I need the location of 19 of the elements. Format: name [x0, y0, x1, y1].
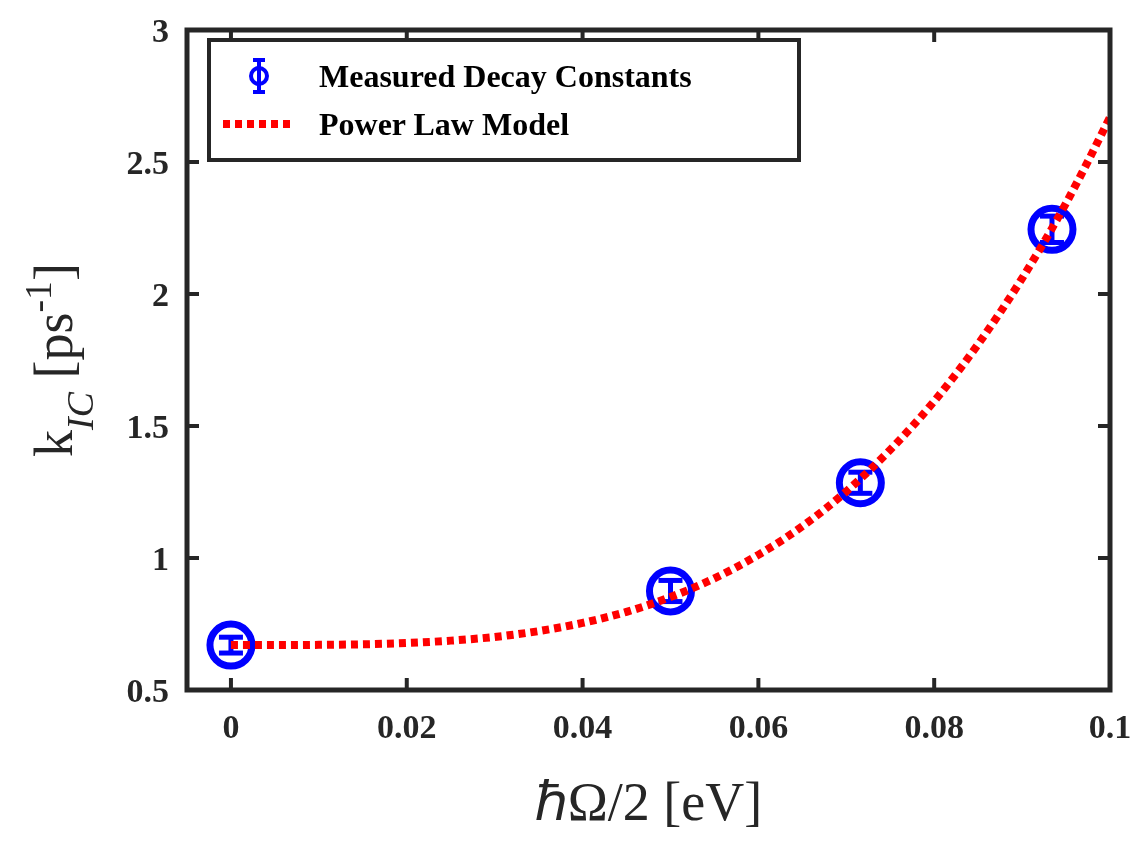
legend-label: Power Law Model: [319, 106, 570, 142]
y-tick-label: 3: [152, 12, 169, 49]
y-tick-label: 1.5: [126, 408, 169, 445]
point: [1027, 204, 1077, 254]
x-tick-label: 0.06: [728, 708, 789, 745]
y-tick-label: 2.5: [126, 144, 169, 181]
x-tick-label: 0.1: [1088, 708, 1132, 745]
x-tick-label: 0.02: [377, 708, 437, 745]
y-tick-label: 2: [152, 276, 169, 313]
point: [645, 566, 695, 616]
x-tick-label: 0.08: [904, 708, 964, 745]
x-tick-label: 0.04: [552, 708, 613, 745]
legend-label: Measured Decay Constants: [319, 58, 692, 94]
point: [206, 620, 256, 670]
y-tick-label: 1: [152, 540, 169, 577]
x-tick-label: 0: [222, 708, 240, 745]
x-axis-title: ℏΩ/2 [eV]: [534, 772, 763, 832]
y-tick-label: 0.5: [126, 672, 169, 709]
point: [835, 458, 885, 508]
